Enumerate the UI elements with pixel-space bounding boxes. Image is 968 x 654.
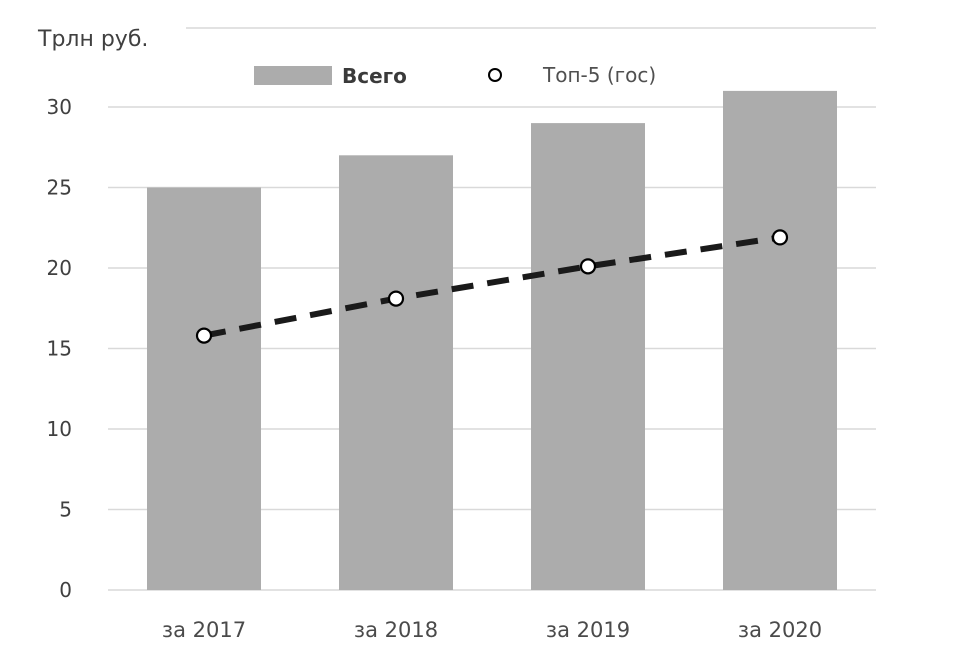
legend-label-vsego: Всего <box>342 64 407 88</box>
y-tick-label: 25 <box>47 176 72 200</box>
x-tick-label: за 2017 <box>162 618 246 642</box>
y-tick-label: 30 <box>47 95 72 119</box>
x-tick-label: за 2019 <box>546 618 630 642</box>
bar <box>531 123 645 590</box>
y-tick-label: 10 <box>47 417 72 441</box>
y-tick-label: 20 <box>47 256 72 280</box>
x-tick-label: за 2020 <box>738 618 822 642</box>
series-line <box>203 234 781 339</box>
line-marker <box>579 258 597 275</box>
y-tick-label: 15 <box>47 337 72 361</box>
legend-swatch-vsego <box>254 66 332 85</box>
bars-vsego <box>147 90 837 591</box>
line-top5 <box>195 229 789 344</box>
x-tick-labels: за 2017 за 2018 за 2019 за 2020 <box>162 618 822 642</box>
bar <box>723 90 837 591</box>
line-marker <box>195 327 213 344</box>
line-marker <box>771 229 789 246</box>
y-tick-labels: 0 5 10 15 20 25 30 <box>47 95 72 602</box>
bar <box>339 155 453 591</box>
y-tick-label: 5 <box>59 498 72 522</box>
legend-label-top5: Топ-5 (гос) <box>542 63 656 87</box>
y-axis-unit-label: Трлн руб. <box>37 27 148 52</box>
legend-marker-top5 <box>488 68 502 82</box>
y-tick-label: 0 <box>59 578 72 602</box>
line-marker <box>387 290 405 307</box>
legend: Всего Топ-5 (гос) <box>254 63 656 88</box>
x-tick-label: за 2018 <box>354 618 438 642</box>
bar <box>147 187 261 590</box>
